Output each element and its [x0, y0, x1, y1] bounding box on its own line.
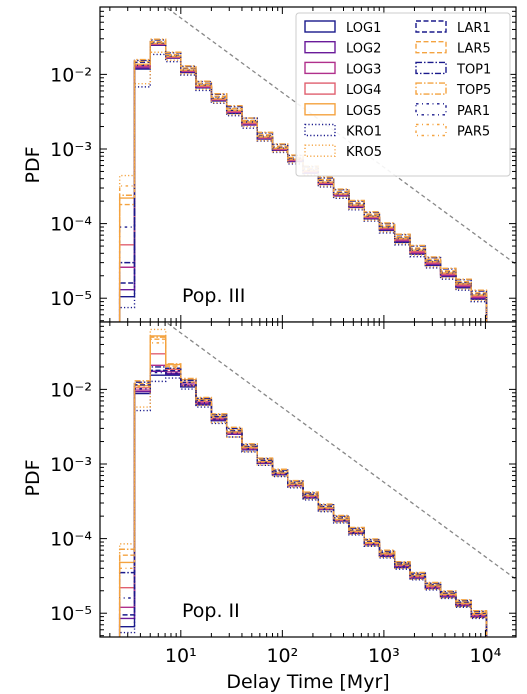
panel-bottom: 10¹ 10² 10³ 10⁴ 10⁻⁵ 10⁻⁴ 10⁻³ 10⁻² Pop. II PDF…: [22, 321, 517, 693]
legend-entry-log1: LOG1: [304, 20, 381, 36]
x-tick-label: 10²: [266, 645, 298, 667]
pop-iii-annotation: Pop. III: [182, 285, 245, 307]
x-tick-label: 10³: [368, 645, 400, 667]
legend-entry-log3: LOG3: [304, 61, 381, 77]
legend-entry-lar1: LAR1: [415, 20, 491, 36]
legend-entry-top1: TOP1: [415, 61, 491, 77]
y-tick-label-top: 10⁻⁵: [50, 288, 92, 310]
legend-entry-lar5: LAR5: [415, 41, 491, 57]
panel-top: 10⁻⁵10⁻⁴10⁻³10⁻² Pop. III PDF LOG1LOG2LO…: [22, 6, 517, 323]
legend-label: LOG3: [346, 62, 381, 77]
y-tick-label-top: 10⁻³: [50, 139, 92, 161]
legend-entry-log5: LOG5: [304, 103, 381, 119]
legend-label: TOP5: [456, 83, 491, 98]
legend-label: KRO5: [346, 145, 382, 160]
legend-label: PAR1: [457, 104, 490, 119]
legend-label: TOP1: [456, 62, 491, 77]
legend-entry-kro1: KRO1: [304, 123, 382, 140]
plot-area-bottom: [100, 322, 516, 637]
legend-label: LOG1: [346, 21, 381, 36]
series-par1-bottom: [118, 371, 488, 637]
series-top5-top: [118, 38, 488, 322]
axes-frame-bottom: [99, 321, 517, 638]
legend-label: LAR5: [457, 42, 491, 57]
y-tick-label-top: 10⁻²: [50, 64, 92, 86]
series-par5-bottom: [118, 342, 488, 637]
legend-label: LOG4: [346, 83, 381, 98]
y-tick-label-bottom: 10⁻⁵: [50, 603, 92, 625]
x-axis-label: Delay Time [Myr]: [226, 671, 389, 693]
legend-swatch: [304, 103, 336, 116]
y-tick-label-top: 10⁻⁴: [50, 214, 92, 236]
legend-entry-kro5: KRO5: [304, 144, 382, 160]
legend-entry-log2: LOG2: [304, 41, 381, 57]
legend-entry-par1: PAR1: [415, 103, 490, 119]
legend-label: KRO1: [346, 125, 382, 140]
y-axis-label-bottom: PDF: [22, 459, 44, 496]
legend-swatch: [415, 41, 447, 54]
legend-swatch: [415, 61, 447, 75]
x-tick-label: 10⁴: [470, 645, 502, 667]
x-tick-label: 10¹: [165, 645, 197, 667]
legend-swatch: [415, 82, 447, 95]
legend-entry-par5: PAR5: [415, 123, 490, 140]
reference-power-law-line: [164, 322, 516, 580]
legend-label: LOG5: [346, 104, 381, 119]
legend-entry-top5: TOP5: [415, 82, 491, 98]
legend-swatch: [415, 20, 447, 33]
legend-swatch: [304, 20, 336, 33]
legend-label: PAR5: [457, 125, 490, 140]
y-tick-label-bottom: 10⁻³: [50, 454, 92, 476]
legend-swatch: [304, 61, 336, 75]
y-tick-label-bottom: 10⁻²: [50, 379, 92, 401]
reference-power-law-line: [164, 7, 516, 265]
legend-label: LOG2: [346, 42, 381, 57]
legend: LOG1 LOG2 LOG3 LOG4 LOG5 KRO1 KRO5 LAR1 LAR5 TOP1…: [295, 12, 511, 177]
legend-swatch: [304, 82, 336, 95]
y-tick-label-bottom: 10⁻⁴: [50, 529, 92, 551]
pop-ii-annotation: Pop. II: [182, 600, 240, 622]
legend-entry-log4: LOG4: [304, 82, 381, 98]
legend-label: LAR1: [457, 21, 491, 36]
legend-box: [295, 12, 511, 177]
y-axis-label-top: PDF: [22, 146, 44, 183]
legend-swatch: [304, 41, 336, 54]
